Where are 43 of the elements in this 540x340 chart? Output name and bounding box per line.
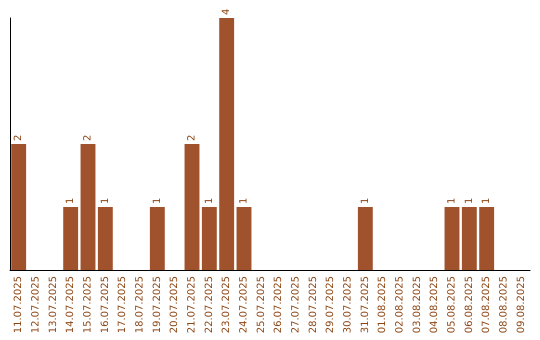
data-label: 1 — [464, 198, 475, 204]
x-tick-label: 07.08.2025 — [481, 276, 492, 334]
x-tick-label: 16.07.2025 — [100, 276, 111, 334]
data-label: 2 — [186, 134, 198, 141]
x-tick-label: 31.07.2025 — [360, 276, 371, 334]
x-tick-label: 01.08.2025 — [377, 276, 388, 334]
data-label: 1 — [446, 198, 458, 204]
x-tick-label: 23.07.2025 — [221, 276, 232, 334]
x-tick-label: 05.08.2025 — [446, 276, 458, 334]
x-tick-label: 04.08.2025 — [429, 276, 440, 334]
x-tick-label: 24.07.2025 — [238, 276, 250, 334]
data-label: 2 — [13, 134, 24, 141]
data-label: 1 — [481, 198, 492, 204]
x-tick-label: 19.07.2025 — [152, 276, 163, 334]
x-tick-label: 09.08.2025 — [516, 276, 527, 334]
data-label: 1 — [65, 198, 76, 204]
x-tick-label: 18.07.2025 — [134, 276, 146, 334]
data-label: 2 — [82, 134, 94, 141]
x-tick-label: 02.08.2025 — [394, 276, 406, 334]
data-label: 1 — [152, 198, 163, 204]
x-tick-label: 03.08.2025 — [412, 276, 423, 334]
x-tick-label: 29.07.2025 — [325, 276, 336, 334]
x-tick-label: 21.07.2025 — [186, 276, 198, 334]
x-tick-label: 14.07.2025 — [65, 276, 76, 334]
data-label: 4 — [221, 8, 232, 15]
data-label: 1 — [360, 198, 371, 204]
data-label: 1 — [204, 198, 215, 204]
x-tick-label: 22.07.2025 — [204, 276, 215, 334]
x-tick-label: 20.07.2025 — [169, 276, 180, 334]
data-label: 1 — [238, 198, 250, 204]
x-tick-label: 27.07.2025 — [290, 276, 302, 334]
x-tick-label: 12.07.2025 — [30, 276, 42, 334]
x-tick-label: 11.07.2025 — [13, 276, 24, 334]
data-label: 1 — [100, 198, 111, 204]
x-tick-label: 28.07.2025 — [308, 276, 319, 334]
x-tick-label: 26.07.2025 — [273, 276, 284, 334]
x-tick-label: 17.07.2025 — [117, 276, 128, 334]
x-tick-label: 06.08.2025 — [464, 276, 475, 334]
x-tick-label: 25.07.2025 — [256, 276, 267, 334]
x-tick-label: 13.07.2025 — [48, 276, 59, 334]
x-tick-label: 08.08.2025 — [498, 276, 510, 334]
x-tick-label: 15.07.2025 — [82, 276, 94, 334]
x-tick-label: 30.07.2025 — [342, 276, 354, 334]
